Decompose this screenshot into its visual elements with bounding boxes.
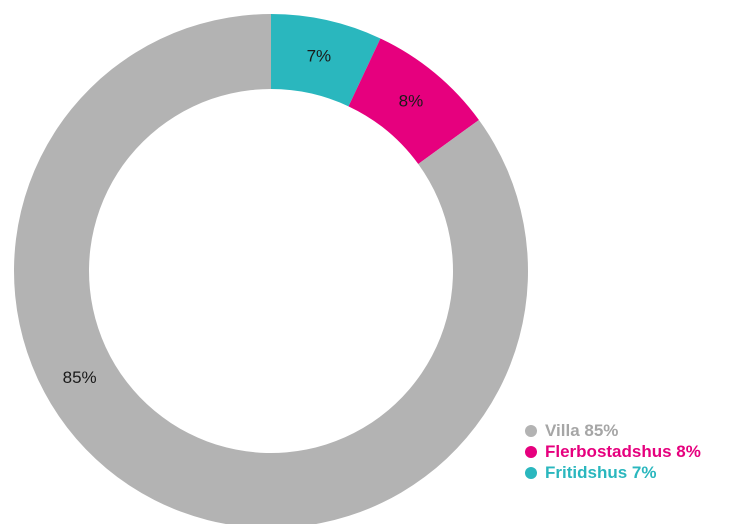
legend-swatch-villa (525, 424, 537, 437)
legend-label-villa: Villa 85% (545, 420, 619, 440)
legend-swatch-flerbostadshus (525, 445, 537, 458)
slice-label-flerbostadshus: 8% (399, 91, 424, 110)
slice-villa (14, 14, 528, 524)
legend-item-fritidshus: Fritidshus 7% (525, 462, 701, 483)
slice-label-fritidshus: 7% (307, 46, 332, 65)
slice-label-villa: 85% (63, 368, 97, 387)
legend-item-villa: Villa 85% (525, 420, 701, 441)
chart-legend: Villa 85% Flerbostadshus 8% Fritidshus 7… (525, 420, 701, 483)
legend-label-fritidshus: Fritidshus 7% (545, 462, 657, 482)
slice-fritidshus (271, 14, 381, 107)
legend-label-flerbostadshus: Flerbostadshus 8% (545, 441, 701, 461)
donut-slices (14, 14, 528, 524)
donut-slice-labels: 7% 8% 85% (63, 46, 424, 387)
slice-flerbostadshus (348, 38, 479, 165)
legend-item-flerbostadshus: Flerbostadshus 8% (525, 441, 701, 462)
legend-swatch-fritidshus (525, 466, 537, 479)
